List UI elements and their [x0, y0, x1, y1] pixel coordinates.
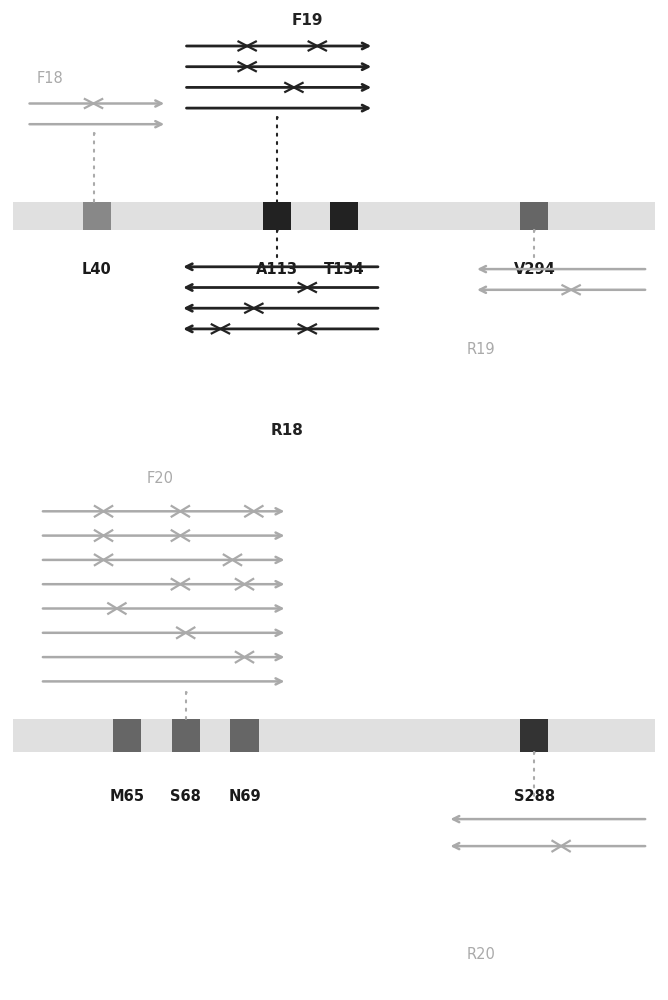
- Bar: [263, 202, 291, 230]
- Bar: [520, 202, 548, 230]
- Bar: [230, 719, 259, 752]
- Text: F18: F18: [37, 71, 63, 86]
- Bar: [520, 719, 548, 752]
- Text: N69: N69: [228, 789, 261, 804]
- Text: F19: F19: [291, 13, 323, 28]
- Bar: [172, 719, 200, 752]
- Text: R18: R18: [271, 423, 304, 438]
- Bar: [13, 719, 655, 752]
- Bar: [83, 202, 111, 230]
- Text: A113: A113: [257, 262, 298, 277]
- Text: S288: S288: [514, 789, 555, 804]
- Bar: [13, 202, 655, 230]
- Bar: [330, 202, 358, 230]
- Text: M65: M65: [110, 789, 144, 804]
- Bar: [113, 719, 141, 752]
- Text: R19: R19: [467, 342, 495, 357]
- Text: V294: V294: [514, 262, 555, 277]
- Text: F20: F20: [147, 471, 174, 486]
- Text: S68: S68: [170, 789, 201, 804]
- Text: R20: R20: [466, 947, 496, 962]
- Text: L40: L40: [82, 262, 112, 277]
- Text: T134: T134: [324, 262, 364, 277]
